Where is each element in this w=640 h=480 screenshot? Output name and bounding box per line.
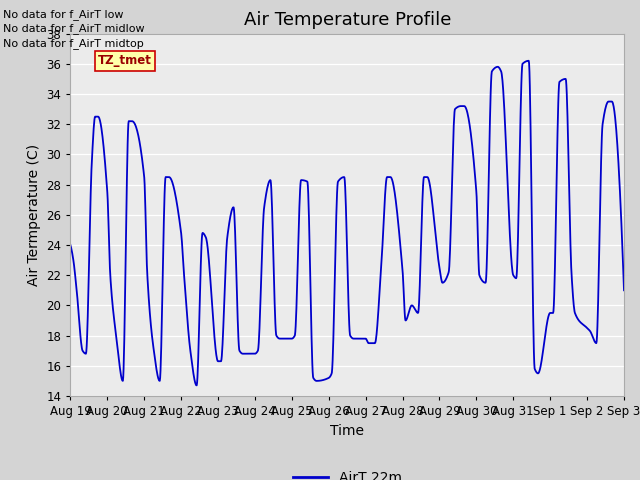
Y-axis label: Air Termperature (C): Air Termperature (C) — [27, 144, 41, 286]
Text: No data for f_AirT midtop: No data for f_AirT midtop — [3, 37, 144, 48]
Legend: AirT 22m: AirT 22m — [287, 466, 407, 480]
Text: No data for f_AirT low: No data for f_AirT low — [3, 9, 124, 20]
Title: Air Temperature Profile: Air Temperature Profile — [243, 11, 451, 29]
Text: TZ_tmet: TZ_tmet — [98, 54, 152, 67]
Text: No data for f_AirT midlow: No data for f_AirT midlow — [3, 23, 145, 34]
X-axis label: Time: Time — [330, 423, 364, 438]
